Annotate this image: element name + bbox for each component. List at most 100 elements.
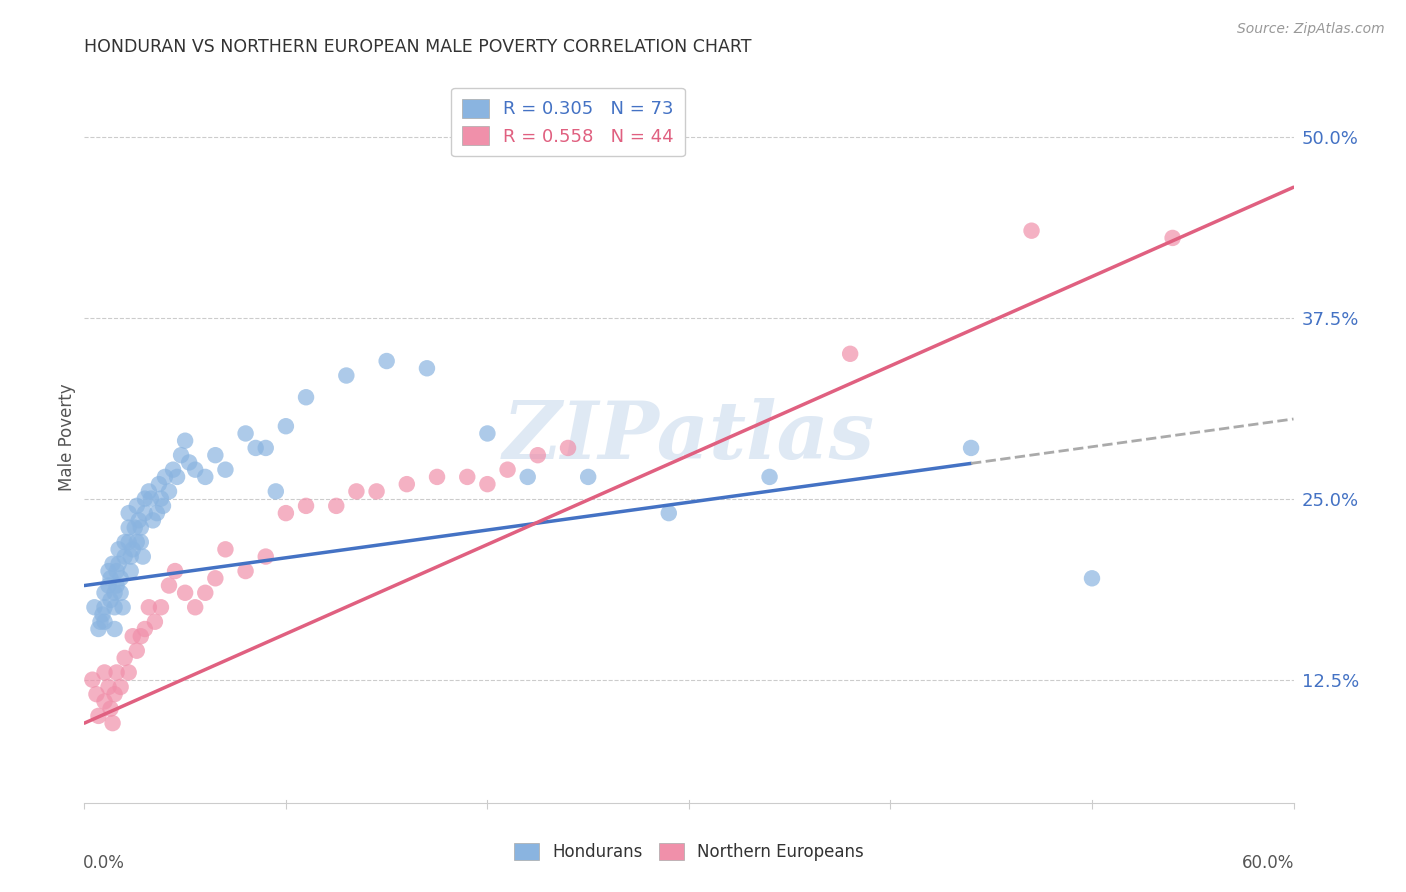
Point	[107, 557, 129, 571]
Point	[1081, 571, 1104, 585]
Point	[477, 426, 499, 441]
Point	[157, 578, 180, 592]
Point	[152, 499, 174, 513]
Point	[101, 716, 124, 731]
Point	[114, 651, 136, 665]
Point	[839, 347, 862, 361]
Point	[100, 571, 122, 585]
Point	[274, 419, 297, 434]
Point	[93, 600, 115, 615]
Point	[110, 586, 132, 600]
Point	[128, 513, 150, 527]
Point	[157, 484, 180, 499]
Point	[105, 564, 128, 578]
Point	[477, 477, 499, 491]
Point	[245, 441, 267, 455]
Text: Source: ZipAtlas.com: Source: ZipAtlas.com	[1237, 22, 1385, 37]
Point	[110, 680, 132, 694]
Y-axis label: Male Poverty: Male Poverty	[58, 384, 76, 491]
Point	[91, 607, 114, 622]
Point	[174, 586, 197, 600]
Legend: Hondurans, Northern Europeans: Hondurans, Northern Europeans	[508, 836, 870, 868]
Point	[93, 586, 115, 600]
Point	[134, 491, 156, 506]
Point	[576, 470, 599, 484]
Point	[138, 600, 160, 615]
Point	[366, 484, 388, 499]
Point	[335, 368, 357, 383]
Point	[97, 564, 120, 578]
Point	[104, 622, 127, 636]
Point	[104, 600, 127, 615]
Point	[516, 470, 538, 484]
Point	[121, 542, 143, 557]
Point	[456, 470, 478, 484]
Point	[960, 441, 983, 455]
Point	[496, 463, 519, 477]
Text: ZIPatlas: ZIPatlas	[503, 399, 875, 475]
Point	[170, 448, 193, 462]
Point	[125, 644, 148, 658]
Point	[124, 520, 146, 534]
Point	[129, 520, 152, 534]
Point	[375, 354, 398, 368]
Point	[139, 491, 162, 506]
Point	[148, 477, 170, 491]
Text: 60.0%: 60.0%	[1243, 854, 1295, 872]
Point	[104, 687, 127, 701]
Point	[214, 463, 236, 477]
Text: HONDURAN VS NORTHERN EUROPEAN MALE POVERTY CORRELATION CHART: HONDURAN VS NORTHERN EUROPEAN MALE POVER…	[84, 38, 752, 56]
Point	[104, 586, 127, 600]
Point	[105, 665, 128, 680]
Point	[162, 463, 184, 477]
Point	[174, 434, 197, 448]
Point	[100, 593, 122, 607]
Point	[254, 441, 277, 455]
Point	[426, 470, 449, 484]
Point	[138, 484, 160, 499]
Point	[1161, 231, 1184, 245]
Point	[132, 549, 155, 564]
Point	[204, 571, 226, 585]
Point	[129, 535, 152, 549]
Point	[346, 484, 368, 499]
Point	[235, 564, 257, 578]
Point	[87, 622, 110, 636]
Point	[395, 477, 418, 491]
Point	[1021, 224, 1043, 238]
Point	[105, 578, 128, 592]
Point	[118, 520, 141, 534]
Point	[114, 535, 136, 549]
Point	[214, 542, 236, 557]
Point	[254, 549, 277, 564]
Point	[89, 615, 111, 629]
Point	[120, 564, 142, 578]
Point	[101, 557, 124, 571]
Point	[166, 470, 188, 484]
Point	[527, 448, 550, 462]
Point	[758, 470, 780, 484]
Point	[194, 586, 217, 600]
Point	[146, 506, 169, 520]
Point	[118, 665, 141, 680]
Point	[107, 542, 129, 557]
Text: 0.0%: 0.0%	[83, 854, 125, 872]
Point	[125, 535, 148, 549]
Point	[658, 506, 681, 520]
Point	[120, 549, 142, 564]
Point	[83, 600, 105, 615]
Point	[93, 665, 115, 680]
Point	[142, 513, 165, 527]
Point	[121, 629, 143, 643]
Point	[93, 694, 115, 708]
Point	[264, 484, 287, 499]
Point	[165, 564, 187, 578]
Point	[204, 448, 226, 462]
Point	[134, 622, 156, 636]
Point	[194, 470, 217, 484]
Point	[125, 499, 148, 513]
Point	[153, 470, 176, 484]
Point	[111, 600, 134, 615]
Point	[274, 506, 297, 520]
Point	[118, 535, 141, 549]
